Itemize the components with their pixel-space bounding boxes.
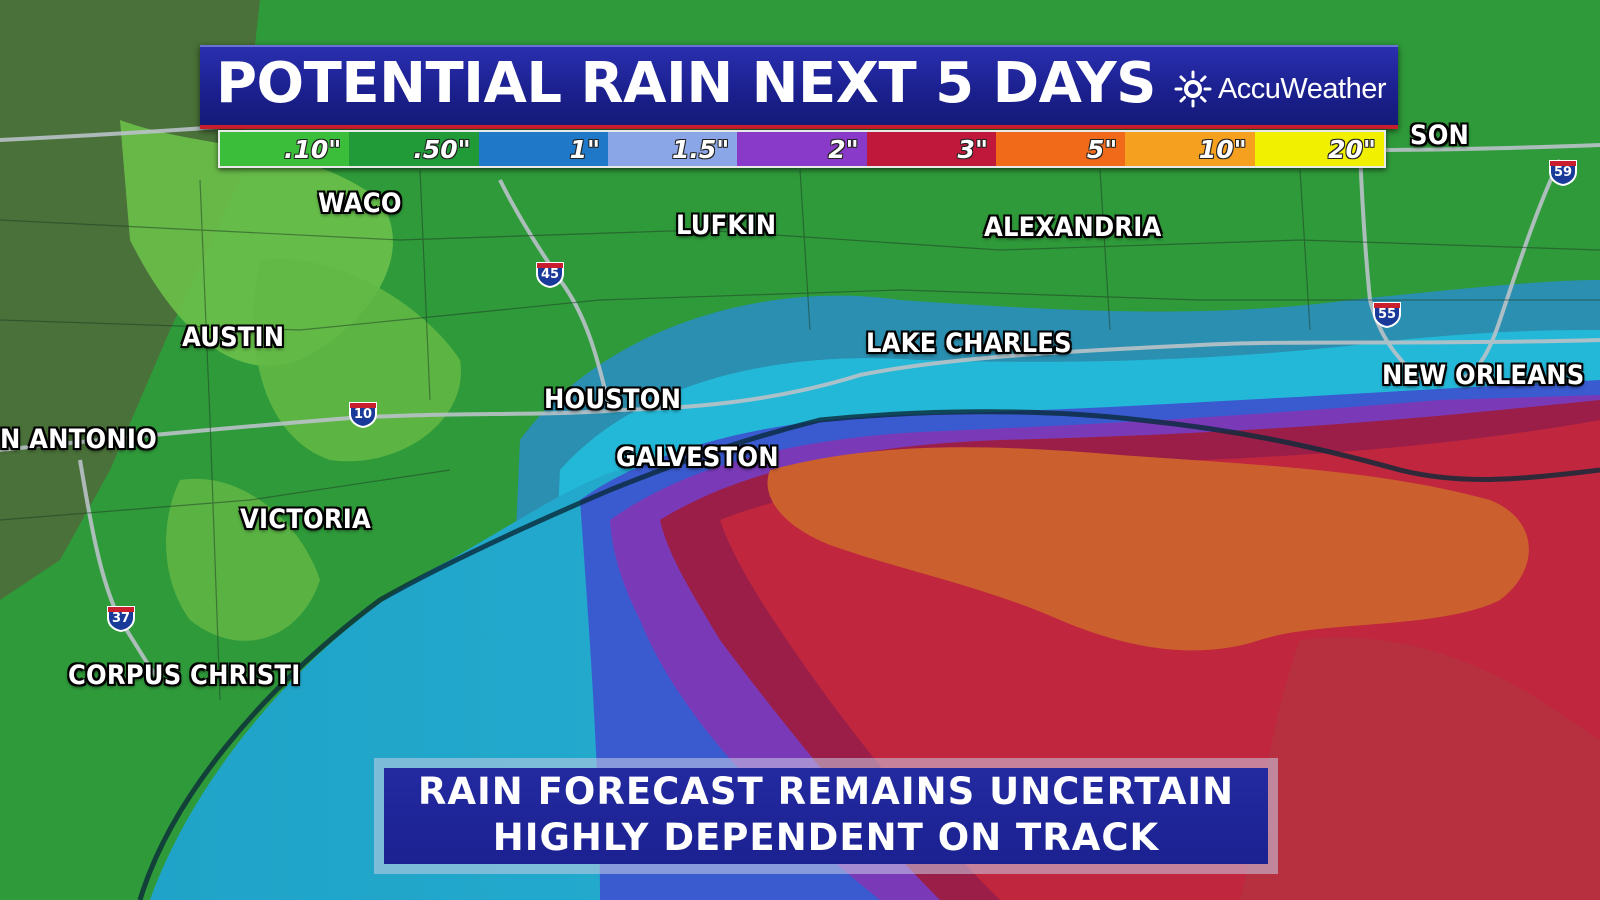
city-label-alexandria: ALEXANDRIA [984, 212, 1162, 243]
legend-segment: .10" [220, 132, 350, 166]
light-green-patches-3 [166, 478, 320, 641]
legend-segment: 1.5" [607, 132, 738, 166]
legend-segment: 2" [737, 132, 867, 166]
rain-band-red-east [1240, 637, 1600, 900]
legend-segment: .50" [349, 132, 479, 166]
legend-label: 3" [957, 134, 988, 164]
county-lines [0, 169, 1600, 701]
interstate-shield-10: 10 [348, 400, 378, 429]
city-label-galveston: GALVESTON [616, 442, 779, 473]
lower-third-line-2: HIGHLY DEPENDENT ON TRACK [492, 816, 1160, 859]
lower-third-panel: RAIN FORECAST REMAINS UNCERTAIN HIGHLY D… [384, 768, 1268, 864]
city-label-houston: HOUSTON [544, 384, 682, 415]
legend-segment: 5" [995, 132, 1126, 166]
city-label-new-orleans: NEW ORLEANS [1382, 360, 1585, 391]
legend-label: 2" [828, 134, 859, 164]
sun-icon [1174, 70, 1212, 108]
lower-third-line-1: RAIN FORECAST REMAINS UNCERTAIN [417, 770, 1235, 813]
lower-third-banner: RAIN FORECAST REMAINS UNCERTAIN HIGHLY D… [374, 758, 1278, 874]
legend-label: 10" [1198, 134, 1247, 164]
rainfall-legend: .10" .50" 1" 1.5" 2" 3" 5" 10" 20" [218, 130, 1386, 168]
brand-name: AccuWeather [1217, 72, 1387, 105]
title-banner: POTENTIAL RAIN NEXT 5 DAYS AccuWeather [200, 45, 1398, 129]
city-label-san-antonio: N ANTONIO [0, 424, 157, 455]
page-title: POTENTIAL RAIN NEXT 5 DAYS [216, 51, 1156, 116]
legend-label: .50" [413, 134, 471, 164]
brand-logo: AccuWeather [1174, 69, 1387, 109]
city-label-austin: AUSTIN [182, 322, 285, 353]
city-label-victoria: VICTORIA [240, 504, 372, 535]
legend-segment: 20" [1254, 132, 1384, 166]
city-label-corpus-christi: CORPUS CHRISTI [68, 660, 301, 691]
interstate-shield-45: 45 [535, 260, 565, 289]
city-label-lufkin: LUFKIN [676, 210, 777, 241]
interstate-shield-55: 55 [1372, 300, 1402, 329]
interstate-shield-59: 59 [1548, 158, 1578, 187]
legend-label: 5" [1086, 134, 1118, 164]
legend-segment: 10" [1125, 132, 1255, 166]
city-label-jackson: SON [1410, 120, 1470, 151]
legend-label: 1" [569, 134, 600, 164]
city-label-waco: WACO [318, 188, 402, 219]
light-green-patches-2 [253, 258, 461, 462]
interstate-shield-37: 37 [106, 604, 136, 633]
legend-segment: 1" [478, 132, 608, 166]
legend-label: .10" [284, 134, 342, 164]
coastline [137, 409, 1600, 900]
city-label-lake-charles: LAKE CHARLES [866, 328, 1072, 359]
legend-segment: 3" [866, 132, 996, 166]
rain-band-orange [767, 447, 1529, 651]
legend-label: 20" [1328, 134, 1376, 164]
legend-label: 1.5" [672, 134, 730, 164]
